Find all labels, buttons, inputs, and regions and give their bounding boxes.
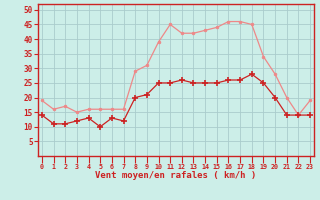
X-axis label: Vent moyen/en rafales ( km/h ): Vent moyen/en rafales ( km/h ) (95, 171, 257, 180)
